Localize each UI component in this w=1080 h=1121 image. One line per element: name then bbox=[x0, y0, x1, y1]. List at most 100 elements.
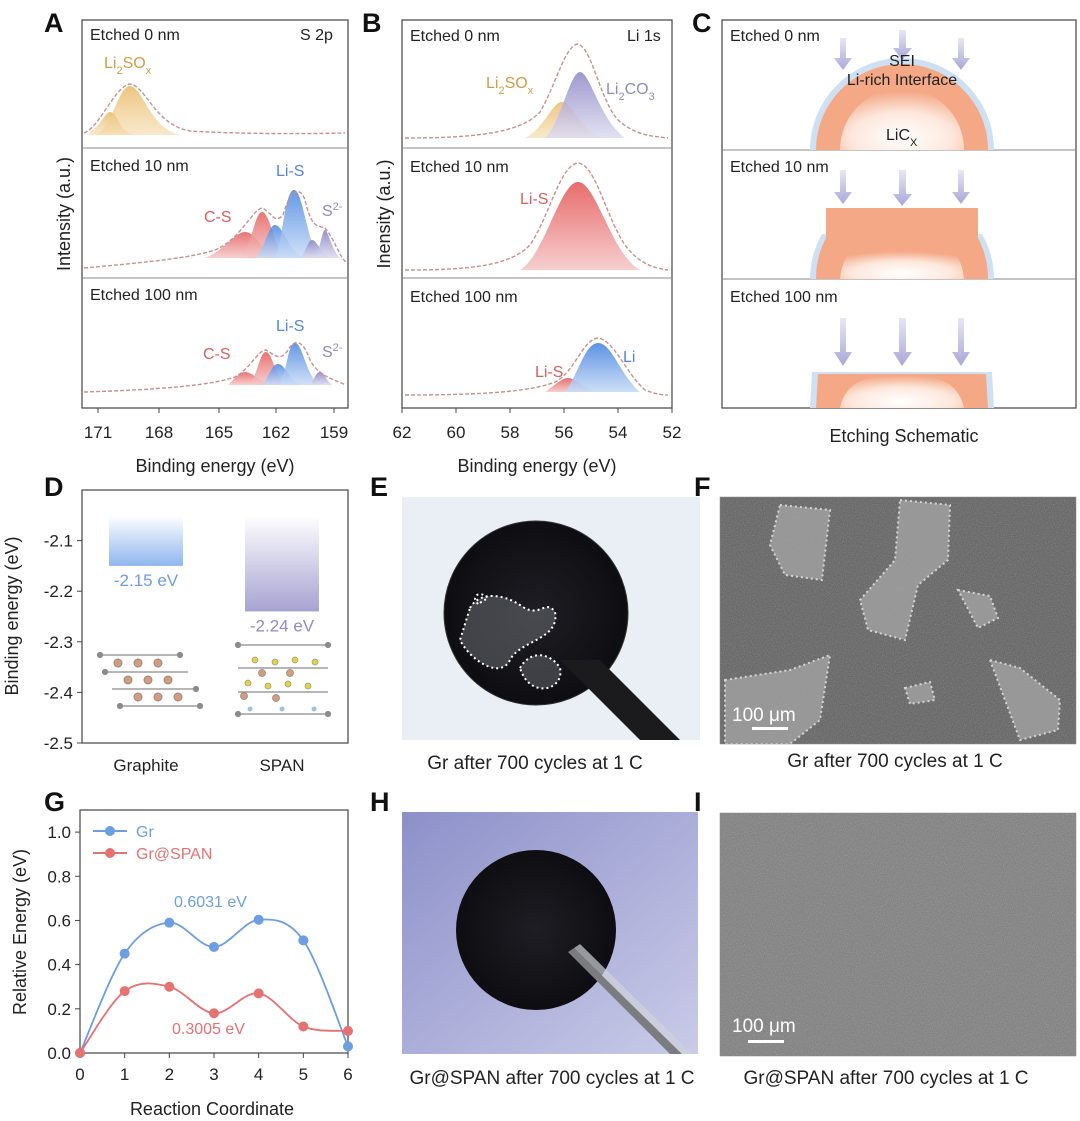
g-point-gr-3 bbox=[209, 941, 219, 952]
g-ylabel: Relative Energy (eV) bbox=[10, 849, 30, 1015]
c-sei: SEI bbox=[889, 53, 915, 70]
a-li2so4-x: x bbox=[146, 65, 152, 77]
d-bar-label-0: -2.15 eV bbox=[114, 571, 179, 590]
a-li2so4-so: SO bbox=[123, 55, 146, 72]
panel-d-frame bbox=[81, 489, 349, 744]
g-point-gr-4 bbox=[253, 914, 264, 925]
b-tick-54: 54 bbox=[609, 423, 628, 442]
panel-label-f: F bbox=[694, 472, 711, 502]
a-li2so4-sub: 2 bbox=[116, 65, 122, 77]
b-lis-1: Li-S bbox=[520, 191, 548, 208]
b-li2so-2: 2 bbox=[498, 85, 504, 97]
panel-label-i: I bbox=[694, 787, 702, 817]
g-point-gr-span-4 bbox=[253, 988, 264, 999]
g-ann-gr: 0.6031 eV bbox=[174, 894, 247, 911]
a-tick-162: 162 bbox=[262, 423, 290, 442]
c-etch-100: Etched 100 nm bbox=[730, 289, 838, 306]
panel-g: G 0.0 0.2 0.4 0.6 0.8 1.0 0 1 2 3 4 5 6 Gr Gr@SPAN 0… bbox=[10, 787, 353, 1119]
a-x-ticks: 171 168 165 162 159 bbox=[84, 408, 348, 442]
caption-f: Gr after 700 cycles at 1 C bbox=[787, 751, 1002, 772]
b-tick-52: 52 bbox=[663, 423, 682, 442]
g-ytick-2: 0.4 bbox=[47, 956, 71, 975]
c-licx: LiCX bbox=[886, 127, 918, 149]
g-xtick-1: 1 bbox=[120, 1065, 129, 1084]
svg-text:Li2SOx: Li2SOx bbox=[486, 75, 534, 97]
caption-h: Gr@SPAN after 700 cycles at 1 C bbox=[409, 1068, 694, 1089]
panel-f: F 100 μm Gr after 700 cycles at 1 C bbox=[694, 472, 1077, 772]
g-point-gr-span-5 bbox=[298, 1021, 309, 1032]
d-ytick-1: -2.2 bbox=[44, 582, 73, 601]
panel-i: I 100 μm Gr@SPAN after 700 cycles at 1 C bbox=[694, 787, 1077, 1089]
a-s2-1: S bbox=[322, 203, 333, 220]
d-bar-span bbox=[245, 515, 319, 612]
a-etch-0: Etched 0 nm bbox=[90, 27, 180, 44]
panel-e: E Gr after 700 cycles at 1 C bbox=[370, 472, 700, 774]
graphite-structure bbox=[96, 651, 204, 710]
g-xtick-2: 2 bbox=[165, 1065, 174, 1084]
b-tick-60: 60 bbox=[447, 423, 466, 442]
panel-d: D -2.15 eV-2.24 eV -2.1-2.2-2.3-2.4-2.5 … bbox=[2, 472, 349, 775]
panel-h: H Gr@SPAN after 700 cycles at 1 C bbox=[370, 787, 698, 1089]
g-ytick-1: 0.2 bbox=[47, 1000, 71, 1019]
a-li2so4-li: Li bbox=[104, 55, 116, 72]
scalebar-f bbox=[752, 727, 788, 730]
legend-gr-span: Gr@SPAN bbox=[136, 846, 212, 863]
b-etch-10: Etched 10 nm bbox=[410, 159, 509, 176]
b-tick-58: 58 bbox=[501, 423, 520, 442]
g-xtick-5: 5 bbox=[299, 1065, 308, 1084]
b-tick-62: 62 bbox=[393, 423, 412, 442]
d-bar-graphite bbox=[109, 515, 183, 566]
panel-a-frame bbox=[81, 19, 349, 409]
a-cs-1: C-S bbox=[204, 209, 232, 226]
a-tick-168: 168 bbox=[145, 423, 173, 442]
svg-text:Li2SOx: Li2SOx bbox=[104, 55, 152, 77]
b-li: Li bbox=[623, 349, 635, 366]
b-x-ticks: 62 60 58 56 54 52 bbox=[393, 408, 682, 442]
g-point-gr-5 bbox=[298, 935, 309, 946]
g-ytick-5: 1.0 bbox=[47, 823, 71, 842]
a-tick-171: 171 bbox=[84, 423, 112, 442]
g-point-gr-6 bbox=[343, 1041, 353, 1052]
panel-label-g: G bbox=[44, 787, 65, 817]
caption-e: Gr after 700 cycles at 1 C bbox=[427, 753, 642, 774]
legend-gr: Gr bbox=[136, 824, 154, 841]
a-tick-159: 159 bbox=[320, 423, 348, 442]
a-etch-10: Etched 10 nm bbox=[90, 158, 189, 175]
b-xlabel: Binding energy (eV) bbox=[457, 456, 616, 476]
b-core-label: Li 1s bbox=[627, 28, 661, 45]
g-point-gr-span-6 bbox=[343, 1025, 353, 1036]
d-cat-graphite: Graphite bbox=[113, 756, 178, 775]
c-licx-sub: X bbox=[910, 137, 918, 149]
g-ann-span: 0.3005 eV bbox=[172, 1021, 245, 1038]
scalebar-i bbox=[748, 1040, 784, 1043]
a-core-label: S 2p bbox=[300, 27, 333, 44]
panel-label-a: A bbox=[44, 8, 64, 38]
b-li2co-co: CO bbox=[625, 81, 649, 98]
g-point-gr-span-3 bbox=[209, 1008, 219, 1019]
panel-label-h: H bbox=[370, 787, 390, 817]
g-point-gr-1 bbox=[119, 948, 130, 959]
a-lis-1: Li-S bbox=[276, 163, 304, 180]
g-xtick-4: 4 bbox=[254, 1065, 263, 1084]
b-etch-100: Etched 100 nm bbox=[410, 289, 518, 306]
g-legend: Gr Gr@SPAN bbox=[93, 824, 212, 863]
d-ylabel: Binding energy (eV) bbox=[2, 536, 22, 695]
scalebar-i-label: 100 μm bbox=[732, 1016, 796, 1037]
svg-text:S2-: S2- bbox=[322, 342, 343, 361]
c-etch-10: Etched 10 nm bbox=[730, 159, 829, 176]
a-ylabel: Intensity (a.u.) bbox=[54, 157, 74, 271]
a-cs-2: C-S bbox=[203, 346, 231, 363]
caption-i: Gr@SPAN after 700 cycles at 1 C bbox=[743, 1068, 1028, 1089]
c-interface: Li-rich Interface bbox=[847, 72, 957, 89]
scalebar-f-label: 100 μm bbox=[732, 705, 796, 726]
panel-b-frame bbox=[401, 19, 673, 409]
b-li2co-3: 3 bbox=[649, 91, 655, 103]
g-xtick-6: 6 bbox=[343, 1065, 352, 1084]
b-lis-2: Li-S bbox=[535, 364, 563, 381]
g-point-gr-span-2 bbox=[164, 981, 175, 992]
a-tick-165: 165 bbox=[205, 423, 233, 442]
span-structure bbox=[234, 641, 332, 718]
c-licx-main: LiC bbox=[886, 127, 910, 144]
b-tick-56: 56 bbox=[555, 423, 574, 442]
